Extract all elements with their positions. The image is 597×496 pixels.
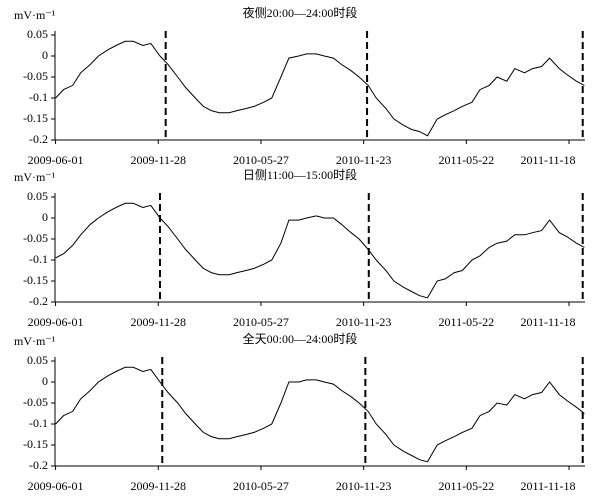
x-tick-label: 2010-05-27: [233, 315, 289, 329]
data-line: [55, 40, 585, 137]
x-tick-label: 2011-11-18: [520, 479, 575, 493]
x-tick-label: 2010-05-27: [233, 153, 289, 167]
y-tick-label: -0.2: [29, 132, 48, 146]
chart-title: 夜侧20:00—24:00时段: [243, 5, 358, 20]
x-tick-label: 2009-11-28: [130, 479, 186, 493]
x-tick-label: 2009-11-28: [130, 315, 186, 329]
y-axis-label: mV·m⁻¹: [14, 334, 56, 348]
x-tick-label: 2009-06-01: [28, 479, 84, 493]
x-tick-label: 2011-05-22: [439, 479, 495, 493]
x-tick-label: 2010-11-23: [336, 315, 392, 329]
y-tick-label: -0.05: [23, 69, 48, 83]
x-tick-label: 2011-11-18: [520, 315, 575, 329]
y-tick-label: 0: [42, 374, 48, 388]
y-tick-label: 0: [42, 48, 48, 62]
x-tick-label: 2009-06-01: [28, 153, 84, 167]
chart-title: 日侧11:00—15:00时段: [243, 167, 357, 182]
x-tick-label: 2011-11-18: [520, 153, 575, 167]
y-tick-label: -0.05: [23, 231, 48, 245]
y-tick-label: 0.05: [27, 189, 48, 203]
x-tick-label: 2010-11-23: [336, 479, 392, 493]
y-axis-label: mV·m⁻¹: [14, 8, 56, 22]
data-line: [55, 202, 585, 299]
x-tick-label: 2010-11-23: [336, 153, 392, 167]
y-tick-label: -0.1: [29, 252, 48, 266]
y-tick-label: -0.2: [29, 458, 48, 472]
x-tick-label: 2011-05-22: [439, 153, 495, 167]
y-axis-label: mV·m⁻¹: [14, 170, 56, 184]
y-tick-label: -0.2: [29, 294, 48, 308]
x-tick-label: 2011-05-22: [439, 315, 495, 329]
x-tick-label: 2009-11-28: [130, 153, 186, 167]
x-tick-label: 2009-06-01: [28, 315, 84, 329]
x-tick-label: 2010-05-27: [233, 479, 289, 493]
y-tick-label: -0.1: [29, 416, 48, 430]
y-tick-label: 0.05: [27, 27, 48, 41]
y-tick-label: -0.1: [29, 90, 48, 104]
chart-title: 全天00:00—24:00时段: [243, 331, 358, 346]
y-tick-label: -0.15: [23, 437, 48, 451]
y-tick-label: -0.15: [23, 273, 48, 287]
y-tick-label: 0.05: [27, 353, 48, 367]
data-line: [55, 366, 585, 463]
y-tick-label: -0.05: [23, 395, 48, 409]
y-tick-label: -0.15: [23, 111, 48, 125]
y-tick-label: 0: [42, 210, 48, 224]
